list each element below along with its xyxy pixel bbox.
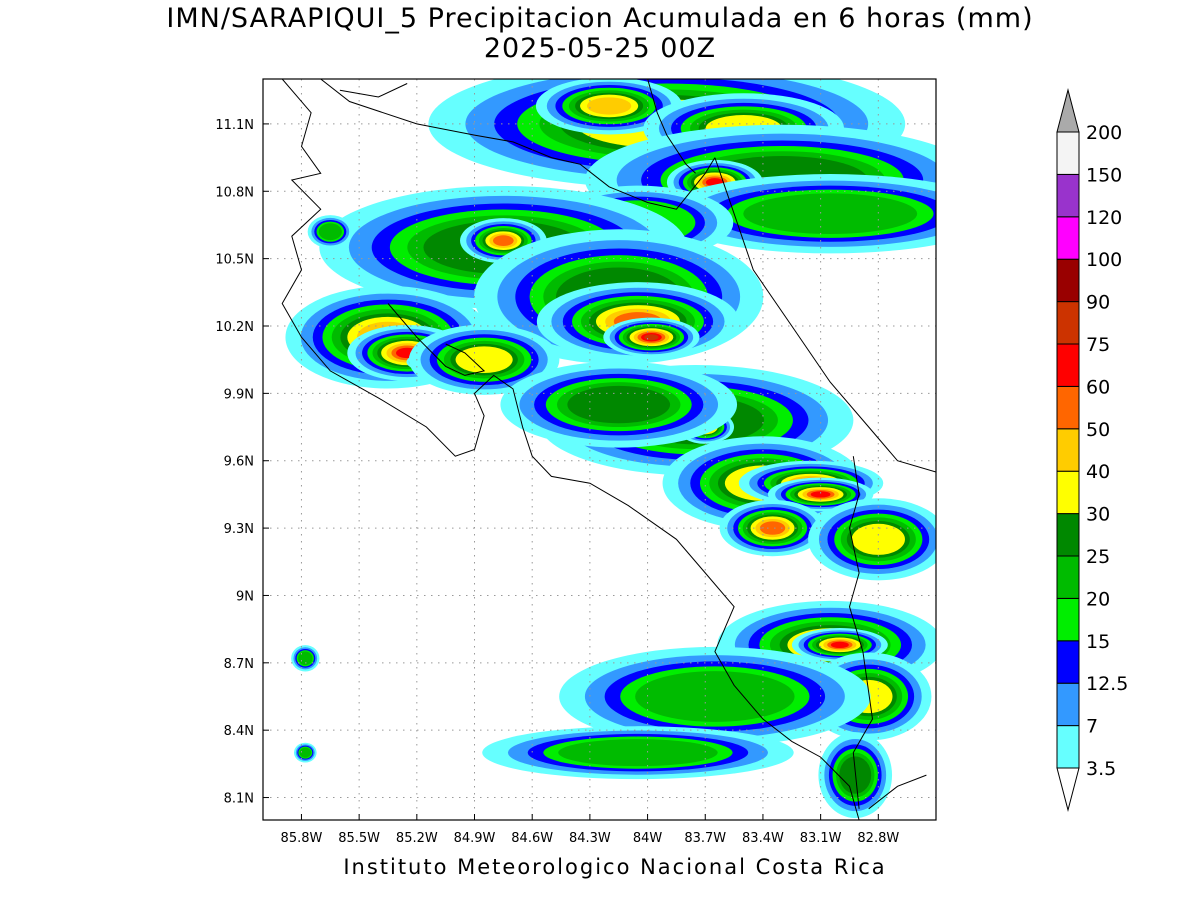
lat-lon-grid: [263, 79, 936, 820]
colorbar-label: 120: [1086, 207, 1122, 229]
precip-cell-5-level-4: [743, 193, 918, 235]
colorbar-legend: 3.5 7 12.5 15 20 25 30 40 50 60 75 90 100 120 150 200: [1056, 88, 1128, 812]
x-tick-label: 84.9W: [454, 831, 496, 846]
x-tick-label: 83.7W: [684, 831, 726, 846]
colorbar-swatch: [1056, 258, 1080, 303]
colorbar-swatch: [1056, 555, 1080, 599]
colorbar-over-arrow: [1056, 88, 1080, 133]
colorbar-swatch: [1056, 640, 1080, 684]
coastline-segment-3: [714, 157, 936, 473]
precip-cell-25-level-9: [830, 641, 849, 648]
colorbar-label: 200: [1086, 122, 1122, 144]
colorbar-label: 100: [1086, 249, 1122, 271]
colorbar-swatch: [1056, 597, 1080, 642]
colorbar-swatch: [1056, 428, 1080, 472]
y-tick-label: 10.8N: [215, 185, 254, 200]
x-tick-label: 84.6W: [511, 831, 553, 846]
colorbar-label: 150: [1086, 164, 1122, 186]
x-tick-label: 85.8W: [281, 831, 323, 846]
map-frame: [262, 78, 937, 821]
coastline-segment-2: [320, 79, 716, 210]
y-tick-label: 9.9N: [224, 387, 254, 402]
colorbar-swatch: [1056, 513, 1080, 557]
colorbar-under-arrow: [1056, 767, 1080, 812]
colorbar-swatch: [1056, 385, 1080, 430]
precip-cell-22-level-8: [759, 521, 786, 535]
coastline-segment-1: [387, 303, 486, 376]
colorbar-label: 90: [1086, 292, 1110, 314]
colorbar-label: 30: [1086, 504, 1110, 526]
colorbar-label: 50: [1086, 419, 1110, 441]
precip-cell-32-level-4: [299, 747, 312, 758]
coastlines-borders: [281, 79, 936, 820]
coastline-segment-0: [281, 79, 860, 820]
x-tick-label: 85.5W: [338, 831, 380, 846]
y-tick-label: 8.1N: [224, 792, 254, 807]
y-tick-label: 9.6N: [224, 455, 254, 470]
credit-text: Instituto Meteorologico Nacional Costa R…: [343, 855, 887, 879]
y-tick-label: 10.2N: [215, 320, 254, 335]
colorbar-label: 3.5: [1086, 758, 1116, 780]
colorbar-swatch: [1056, 470, 1080, 515]
y-tick-label: 10.5N: [215, 253, 254, 268]
precip-cell-11-level-10: [644, 334, 659, 341]
precip-cell-8-level-8: [493, 235, 514, 247]
x-tick-label: 82.8W: [857, 831, 899, 846]
coastline-segment-6: [339, 83, 408, 98]
colorbar-label: 25: [1086, 546, 1110, 568]
precip-cell-31-level-4: [298, 651, 313, 666]
precip-cell-21-level-9: [810, 491, 831, 498]
colorbar-swatch: [1056, 725, 1080, 769]
coastline-segment-7: [868, 774, 927, 810]
coastline-segment-5: [647, 79, 696, 174]
x-tick-label: 83.1W: [800, 831, 842, 846]
precip-cell-28-level-4: [558, 739, 718, 767]
y-tick-label: 9N: [236, 589, 254, 604]
precip-cell-1-level-7: [586, 97, 632, 115]
y-tick-label: 11.1N: [215, 118, 254, 133]
colorbar-label: 20: [1086, 588, 1110, 610]
colorbar-label: 75: [1086, 334, 1110, 356]
x-tick-label: 85.2W: [396, 831, 438, 846]
x-tick-label: 84.3W: [569, 831, 611, 846]
chart-title: IMN/SARAPIQUI_5 Precipitacion Acumulada …: [166, 3, 1034, 34]
colorbar-swatch: [1056, 173, 1080, 218]
colorbar-label: 60: [1086, 376, 1110, 398]
x-tick-label: 83.4W: [742, 831, 784, 846]
colorbar-label: 12.5: [1086, 673, 1128, 695]
precip-cell-15-level-6: [455, 346, 513, 374]
colorbar-swatch: [1056, 343, 1080, 387]
colorbar-swatch: [1056, 682, 1080, 727]
longitude-axis: 85.8W 85.5W 85.2W 84.9W 84.6W 84.3W 84W 83.7W 83…: [281, 814, 899, 846]
colorbar-swatch: [1056, 301, 1080, 345]
colorbar-label: 7: [1086, 716, 1098, 738]
precip-cell-27-level-4: [635, 671, 795, 722]
precip-cell-23-level-6: [851, 523, 905, 555]
colorbar-swatch: [1056, 131, 1080, 175]
precip-cell-30-level-4: [318, 223, 342, 241]
x-tick-label: 84W: [633, 831, 663, 846]
colorbar-label: 40: [1086, 461, 1110, 483]
latitude-axis: 11.1N 10.8N 10.5N 10.2N 9.9N 9.6N 9.3N 9N 8.7N 8.…: [215, 118, 269, 807]
colorbar-swatch: [1056, 216, 1080, 260]
precip-cell-18-level-5: [567, 385, 671, 424]
y-tick-label: 8.7N: [224, 657, 254, 672]
y-tick-label: 8.4N: [224, 724, 254, 739]
precipitation-field: [285, 79, 936, 819]
y-tick-label: 9.3N: [224, 522, 254, 537]
chart-subtitle-date: 2025-05-25 00Z: [483, 33, 717, 64]
coastline-segment-4: [848, 456, 874, 809]
colorbar-label: 15: [1086, 631, 1110, 653]
